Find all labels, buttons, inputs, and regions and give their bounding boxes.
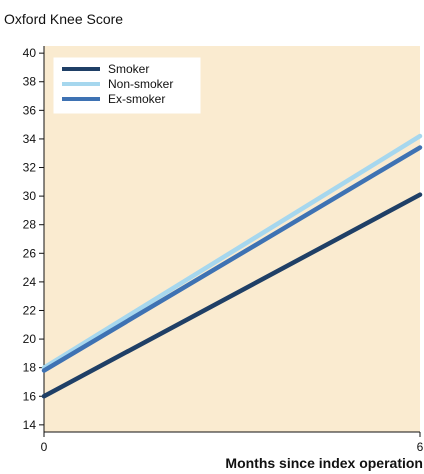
y-axis: 14 16 18 20 22 24 26 28 30 32 34 36 38 40 — [23, 46, 45, 432]
y-tick-label: 38 — [23, 75, 37, 89]
y-tick-label: 24 — [23, 275, 37, 289]
x-tick-label: 0 — [41, 440, 48, 454]
y-tick-label: 20 — [23, 332, 37, 346]
y-tick-label: 34 — [23, 132, 37, 146]
legend-label: Non-smoker — [108, 77, 173, 91]
y-tick-label: 30 — [23, 189, 37, 203]
y-tick-label: 16 — [23, 389, 37, 403]
legend-label: Smoker — [108, 62, 149, 76]
y-tick-label: 36 — [23, 103, 37, 117]
y-tick-label: 26 — [23, 246, 37, 260]
series-line-non-smoker — [41, 133, 423, 370]
y-tick-label: 40 — [23, 46, 37, 60]
y-tick-label: 14 — [23, 418, 37, 432]
series-line-ex-smoker — [41, 145, 423, 373]
x-axis-title: Months since index operation — [225, 455, 423, 471]
series-line-smoker — [41, 192, 423, 399]
y-tick-label: 18 — [23, 361, 37, 375]
y-tick-label: 28 — [23, 218, 37, 232]
legend-label: Ex-smoker — [108, 92, 165, 106]
x-tick-label: 6 — [417, 440, 424, 454]
chart-title: Oxford Knee Score — [4, 11, 123, 27]
y-tick-label: 22 — [23, 303, 37, 317]
y-tick-label: 32 — [23, 161, 37, 175]
series-lines — [41, 133, 423, 399]
